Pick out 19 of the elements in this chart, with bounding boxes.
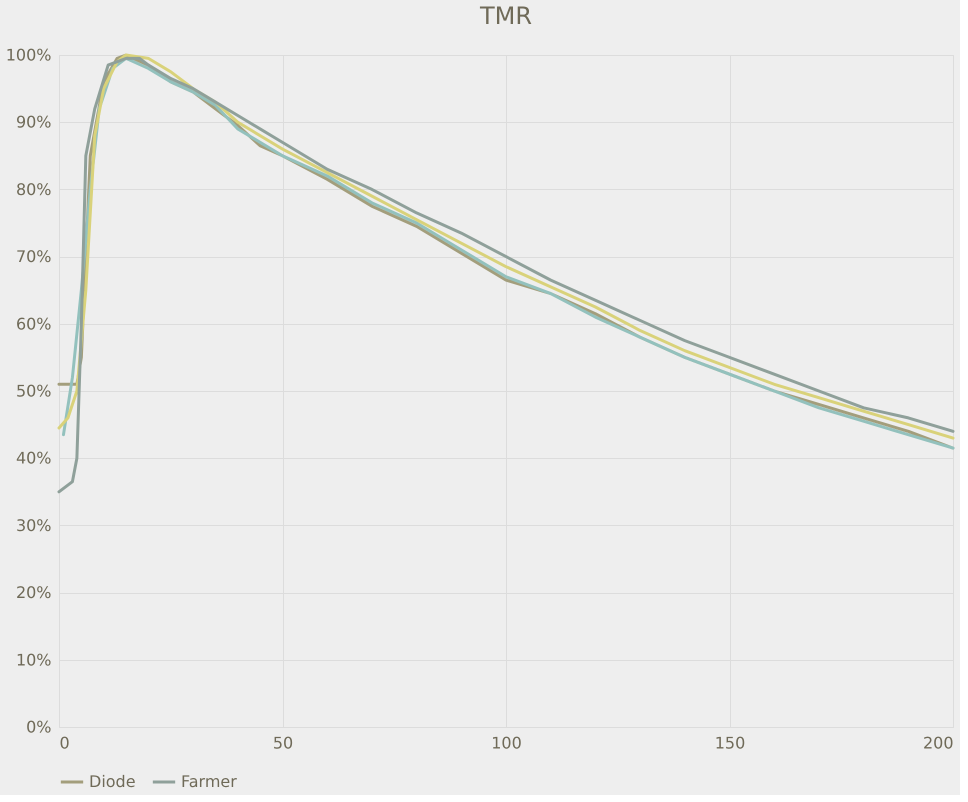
y-tick-label: 80% — [16, 180, 52, 199]
y-tick-label: 20% — [16, 583, 52, 602]
x-tick-label: 50 — [272, 734, 294, 752]
legend-label: Diode — [89, 772, 136, 791]
y-tick-label: 70% — [16, 247, 52, 266]
x-tick-label: 100 — [491, 734, 522, 752]
y-tick-label: 60% — [16, 314, 52, 334]
y-tick-label: 100% — [6, 46, 52, 64]
x-tick-label: 0 — [60, 734, 70, 752]
y-tick-label: 40% — [16, 448, 52, 468]
x-tick-label: 200 — [922, 734, 954, 752]
y-tick-label: 10% — [16, 650, 52, 670]
y-tick-label: 0% — [26, 718, 52, 736]
y-tick-label: 90% — [16, 112, 52, 132]
x-tick-label: 150 — [714, 734, 746, 752]
y-tick-label: 50% — [16, 382, 52, 400]
y-tick-label: 30% — [16, 516, 52, 535]
legend-label: Farmer — [181, 772, 238, 791]
chart-title: TMR — [478, 2, 532, 30]
